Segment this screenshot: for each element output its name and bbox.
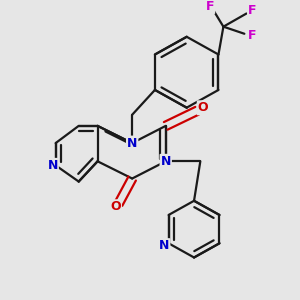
Text: O: O (110, 200, 121, 213)
Text: F: F (248, 29, 256, 42)
Text: N: N (47, 159, 58, 172)
Text: N: N (159, 239, 169, 252)
Text: F: F (248, 4, 256, 17)
Text: N: N (127, 136, 137, 150)
Text: N: N (160, 155, 171, 168)
Text: O: O (198, 101, 208, 114)
Text: F: F (206, 0, 214, 13)
